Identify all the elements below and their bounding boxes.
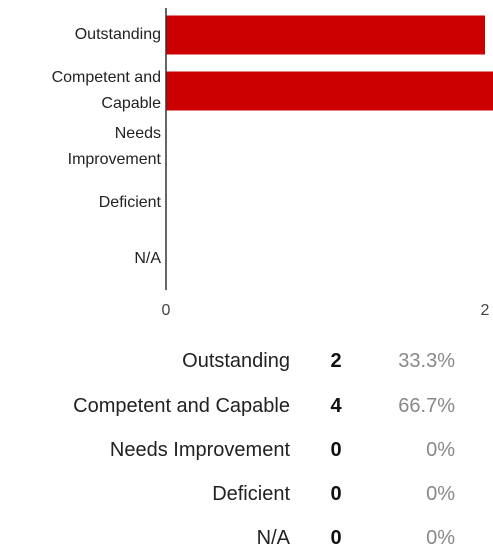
row-count: 2 [330, 350, 342, 372]
row-percent: 0% [426, 527, 455, 549]
row-percent: 33.3% [398, 350, 455, 372]
row-count: 0 [330, 439, 342, 461]
row-label: Outstanding [182, 350, 290, 372]
bar [166, 15, 485, 55]
category-label: Deficient [98, 194, 161, 211]
bar [166, 71, 493, 111]
x-tick-label: 0 [161, 302, 171, 319]
row-percent: 66.7% [398, 395, 455, 417]
row-count: 0 [330, 483, 342, 505]
row-count: 0 [330, 527, 342, 549]
row-percent: 0% [426, 483, 455, 505]
category-label: Needs Improvement [67, 125, 161, 168]
bars [166, 15, 493, 111]
row-percent: 0% [426, 439, 455, 461]
category-label: Competent and Capable [51, 69, 161, 112]
row-label: Competent and Capable [73, 395, 290, 417]
row-label: Needs Improvement [109, 439, 290, 461]
category-label: N/A [134, 250, 161, 267]
category-label: Outstanding [74, 26, 161, 43]
row-label: Deficient [212, 483, 290, 505]
row-count: 4 [330, 395, 342, 417]
x-tick-label: 2 [480, 302, 490, 319]
row-label: N/A [256, 527, 290, 549]
